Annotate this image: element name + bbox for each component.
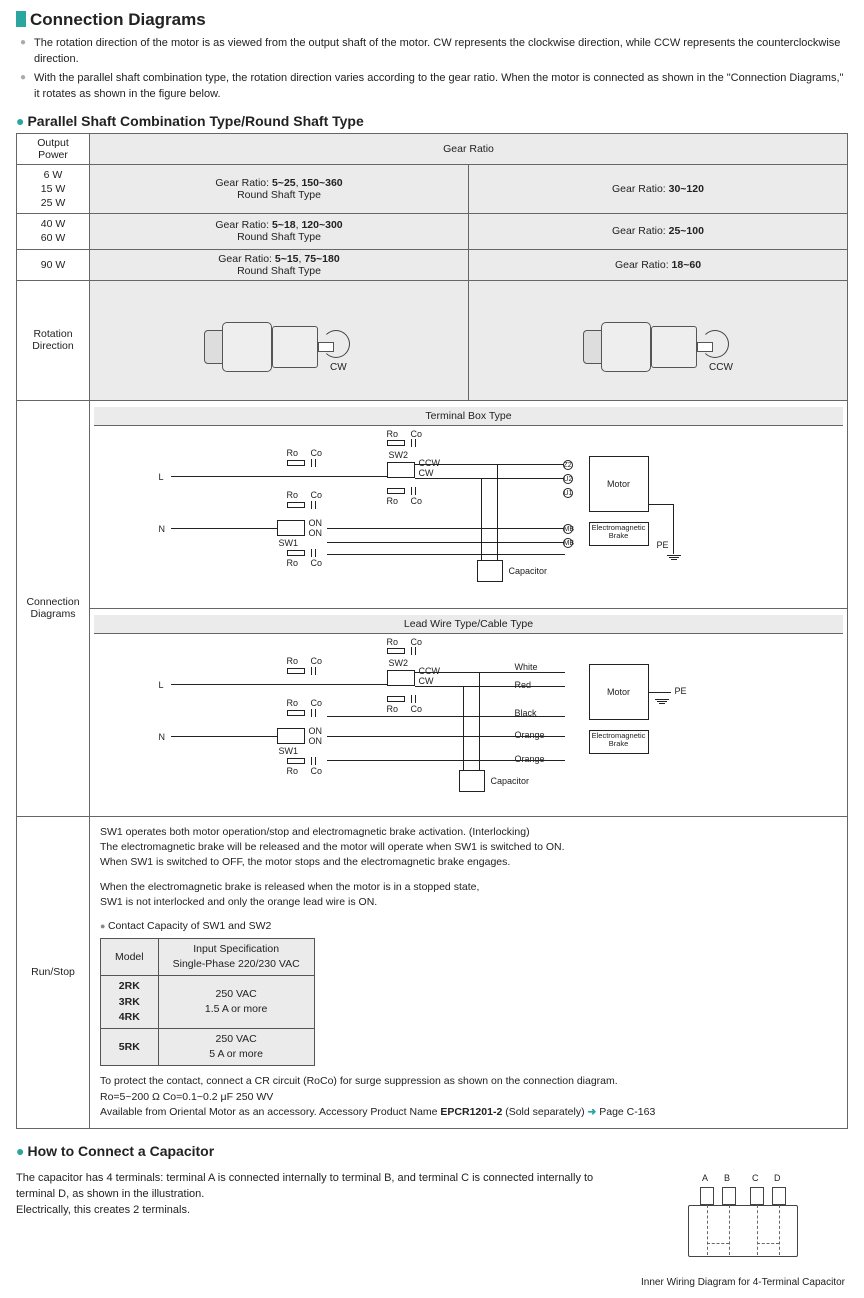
lead-wire-cell: Lead Wire Type/Cable Type L N SW1 ON ON … [90, 608, 848, 816]
rs-p2: The electromagnetic brake will be releas… [100, 840, 837, 855]
page-title: Connection Diagrams [16, 10, 848, 30]
rs-p5: SW1 is not interlocked and only the oran… [100, 895, 837, 910]
ct-r2v: 250 VAC 5 A or more [158, 1029, 314, 1066]
gear-ratio-table: Output Power Gear Ratio 6 W 15 W 25 W Ge… [16, 133, 848, 1129]
ratio-cell-1l: Gear Ratio: 5~25, 150~360Round Shaft Typ… [90, 164, 469, 214]
th-gear-ratio: Gear Ratio [90, 133, 848, 164]
power-cell-2: 40 W 60 W [17, 214, 90, 249]
rs-note1: To protect the contact, connect a CR cir… [100, 1074, 837, 1089]
cap-section: The capacitor has 4 terminals: terminal … [16, 1171, 848, 1288]
rs-p4: When the electromagnetic brake is releas… [100, 880, 837, 895]
power-cell-1: 6 W 15 W 25 W [17, 164, 90, 214]
terminal-box-title: Terminal Box Type [94, 407, 843, 426]
cap-subtitle-text: How to Connect a Capacitor [27, 1143, 214, 1159]
rs-p3: When SW1 is switched to OFF, the motor s… [100, 855, 837, 870]
lead-wire-title: Lead Wire Type/Cable Type [94, 615, 843, 634]
contact-title: Contact Capacity of SW1 and SW2 [100, 919, 837, 934]
parallel-subtitle: ●Parallel Shaft Combination Type/Round S… [16, 113, 848, 129]
runstop-label: Run/Stop [17, 816, 90, 1129]
motor-ccw-drawing: CCW [583, 300, 733, 380]
cap-text2: Electrically, this creates 2 terminals. [16, 1203, 614, 1219]
ct-r1v: 250 VAC 1.5 A or more [158, 976, 314, 1029]
conn-label: Connection Diagrams [17, 400, 90, 816]
parallel-subtitle-text: Parallel Shaft Combination Type/Round Sh… [27, 113, 363, 129]
circuit-terminal: L N SW1 ON ON Ro Co [159, 434, 779, 594]
ct-r1m: 2RK 3RK 4RK [101, 976, 159, 1029]
ratio-cell-2r: Gear Ratio: 25~100 [469, 214, 848, 249]
rs-note2: Ro=5~200 Ω Co=0.1~0.2 μF 250 WV [100, 1090, 837, 1105]
rotation-cw-cell: CW [90, 280, 469, 400]
bullet-2: With the parallel shaft combination type… [20, 71, 848, 103]
rs-p1: SW1 operates both motor operation/stop a… [100, 825, 837, 840]
ratio-cell-3l: Gear Ratio: 5~15, 75~180Round Shaft Type [90, 249, 469, 280]
circuit-lead: L N SW1 ON ON Ro Co Ro Co [159, 642, 779, 802]
ccw-label: CCW [709, 362, 733, 373]
ct-h1: Model [101, 938, 159, 975]
intro-bullets: The rotation direction of the motor is a… [20, 36, 848, 103]
ct-r2m: 5RK [101, 1029, 159, 1066]
ct-h2: Input Specification Single-Phase 220/230… [158, 938, 314, 975]
terminal-box-cell: Terminal Box Type L N SW1 ON ON Ro Co [90, 400, 848, 608]
contact-table: Model Input Specification Single-Phase 2… [100, 938, 315, 1067]
ratio-cell-3r: Gear Ratio: 18~60 [469, 249, 848, 280]
cap-subtitle: ●How to Connect a Capacitor [16, 1143, 848, 1159]
ratio-cell-2l: Gear Ratio: 5~18, 120~300Round Shaft Typ… [90, 214, 469, 249]
runstop-cell: SW1 operates both motor operation/stop a… [90, 816, 848, 1129]
rotation-ccw-cell: CCW [469, 280, 848, 400]
rotation-label: Rotation Direction [17, 280, 90, 400]
cap-text1: The capacitor has 4 terminals: terminal … [16, 1171, 614, 1203]
cap-caption: Inner Wiring Diagram for 4-Terminal Capa… [638, 1277, 848, 1288]
rs-note3: Available from Oriental Motor as an acce… [100, 1105, 837, 1120]
cw-label: CW [330, 362, 347, 373]
power-cell-3: 90 W [17, 249, 90, 280]
bullet-1: The rotation direction of the motor is a… [20, 36, 848, 68]
motor-cw-drawing: CW [204, 300, 354, 380]
cap-drawing: A B C D Inner Wiring Diagram for 4-Termi… [638, 1171, 848, 1288]
ratio-cell-1r: Gear Ratio: 30~120 [469, 164, 848, 214]
th-output-power: Output Power [17, 133, 90, 164]
